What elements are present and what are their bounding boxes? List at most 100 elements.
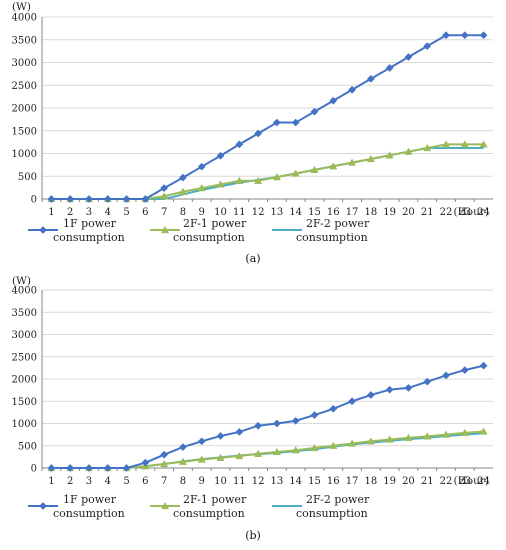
data-point <box>47 464 56 472</box>
data-point <box>178 173 187 182</box>
data-point <box>329 162 338 170</box>
x-tick-label: 5 <box>123 476 129 487</box>
data-point <box>103 195 112 203</box>
data-point <box>329 441 338 449</box>
legend-swatch-marker <box>160 225 170 234</box>
data-point <box>423 42 432 51</box>
data-point <box>423 377 432 386</box>
data-point <box>385 64 394 72</box>
data-point <box>216 432 225 440</box>
legend-label: consumption <box>173 231 245 244</box>
data-point <box>235 451 244 460</box>
x-tick-label: 17 <box>346 476 359 487</box>
data-point <box>385 435 394 443</box>
y-tick-label: 0 <box>31 195 37 206</box>
x-tick-label: 22 <box>440 207 453 218</box>
data-point <box>85 195 93 203</box>
data-point <box>310 165 319 174</box>
x-tick-label: 9 <box>199 476 205 487</box>
data-point <box>216 180 225 188</box>
series-line <box>51 143 484 200</box>
y-tick-label: 4000 <box>12 286 37 297</box>
y-axis-unit: (W) <box>12 275 31 287</box>
x-tick-label: 20 <box>402 476 415 487</box>
data-point <box>310 107 319 116</box>
x-tick-label: 15 <box>308 207 321 218</box>
legend-label: 2F-2 power <box>306 493 370 506</box>
y-tick-label: 500 <box>18 172 37 183</box>
data-point <box>310 411 319 419</box>
x-tick-label: 9 <box>199 207 205 218</box>
x-tick-label: 21 <box>421 476 434 487</box>
x-tick-label: 22 <box>440 476 453 487</box>
y-tick-label: 2000 <box>12 104 37 115</box>
panel-caption: (b) <box>245 529 261 542</box>
panel-caption: (a) <box>245 252 260 265</box>
x-tick-label: 24 <box>477 476 490 487</box>
data-point <box>66 195 75 203</box>
data-point <box>442 31 450 40</box>
data-point <box>479 140 488 148</box>
data-point <box>291 169 300 177</box>
data-point <box>366 74 375 83</box>
series-line <box>51 430 484 469</box>
data-point <box>310 443 319 452</box>
x-tick-label: 14 <box>289 207 302 218</box>
data-point <box>329 404 338 413</box>
x-axis-unit: (Hour) <box>454 206 489 218</box>
x-tick-label: 2 <box>67 207 73 218</box>
data-point <box>272 118 281 127</box>
x-tick-label: 6 <box>142 207 148 218</box>
x-tick-label: 4 <box>105 476 111 487</box>
data-point <box>85 464 93 472</box>
x-tick-label: 15 <box>308 476 321 487</box>
data-point <box>235 140 244 149</box>
series-1 <box>47 140 488 203</box>
data-point <box>404 53 413 61</box>
x-tick-label: 8 <box>180 207 186 218</box>
x-tick-label: 7 <box>161 476 167 487</box>
data-point <box>178 457 187 465</box>
data-point <box>423 432 432 440</box>
data-point <box>348 397 357 406</box>
legend-swatch-marker <box>160 501 170 510</box>
x-tick-label: 11 <box>233 207 246 218</box>
data-point <box>423 143 432 152</box>
series-line <box>51 34 484 200</box>
data-point <box>385 385 394 394</box>
data-point <box>141 458 150 467</box>
x-tick-label: 4 <box>105 207 111 218</box>
data-point <box>122 195 131 203</box>
data-point <box>235 428 244 436</box>
data-point <box>460 366 469 375</box>
y-tick-label: 3000 <box>12 58 37 69</box>
data-point <box>272 173 281 181</box>
data-point <box>479 361 488 370</box>
x-tick-label: 20 <box>402 207 415 218</box>
x-tick-label: 3 <box>86 476 92 487</box>
data-point <box>272 419 281 428</box>
x-tick-label: 3 <box>86 207 92 218</box>
x-tick-label: 12 <box>252 207 265 218</box>
y-tick-label: 2500 <box>12 352 37 363</box>
y-tick-label: 500 <box>18 441 37 452</box>
data-point <box>197 455 206 463</box>
x-tick-label: 21 <box>421 207 434 218</box>
x-tick-label: 19 <box>383 207 396 218</box>
legend-label: consumption <box>296 507 368 520</box>
series-0 <box>47 31 488 203</box>
data-point <box>122 464 131 472</box>
x-tick-label: 1 <box>48 207 54 218</box>
data-point <box>66 464 75 472</box>
data-point <box>479 427 488 435</box>
y-tick-label: 3500 <box>12 35 37 46</box>
y-tick-label: 2500 <box>12 81 37 92</box>
legend-swatch-marker <box>39 502 47 510</box>
data-point <box>366 391 375 399</box>
x-tick-label: 16 <box>327 476 340 487</box>
data-point <box>441 140 451 148</box>
